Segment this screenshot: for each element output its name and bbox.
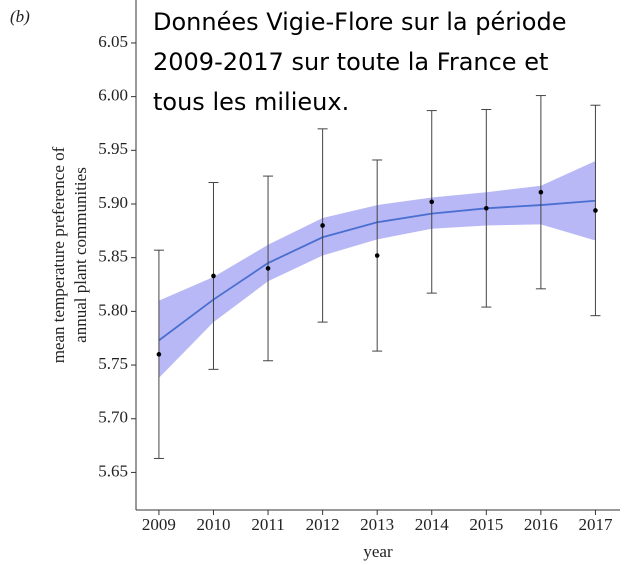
x-tick-label: 2012	[306, 515, 340, 534]
data-point	[211, 273, 216, 279]
annotation: tous les milieux.	[153, 88, 349, 116]
y-tick-label: 5.75	[98, 354, 128, 373]
x-tick-label: 2015	[469, 515, 503, 534]
data-point	[429, 199, 435, 205]
y-tick-label: 5.90	[98, 193, 128, 212]
data-point	[156, 352, 162, 357]
data-point	[593, 208, 598, 213]
data-point	[374, 253, 380, 258]
y-tick-label: 6.05	[98, 32, 128, 51]
x-tick-label: 2009	[142, 515, 176, 534]
data-point	[265, 266, 271, 271]
annotation: 2009-2017 sur toute la France et	[153, 48, 548, 76]
y-tick-label: 5.95	[98, 139, 128, 158]
y-tick-label: 5.85	[98, 247, 128, 266]
y-axis-label: annual plant communities	[71, 167, 90, 343]
x-tick-label: 2016	[524, 515, 558, 534]
y-tick-label: 5.80	[98, 300, 128, 319]
data-point	[320, 223, 325, 228]
x-tick-label: 2013	[360, 515, 394, 534]
x-axis-label: year	[363, 542, 393, 561]
x-tick-label: 2010	[196, 515, 230, 534]
y-tick-label: 6.00	[98, 86, 128, 105]
data-point	[538, 189, 544, 195]
x-tick-label: 2014	[415, 515, 450, 534]
y-tick-label: 5.65	[98, 461, 128, 480]
panel-label: (b)	[10, 7, 30, 26]
data-point	[484, 205, 489, 211]
x-tick-label: 2017	[578, 515, 613, 534]
annotation: Données Vigie-Flore sur la période	[153, 8, 566, 36]
x-tick-label: 2011	[251, 515, 284, 534]
y-axis-label: mean temperature preference of	[49, 146, 68, 363]
y-tick-label: 5.70	[98, 408, 128, 427]
